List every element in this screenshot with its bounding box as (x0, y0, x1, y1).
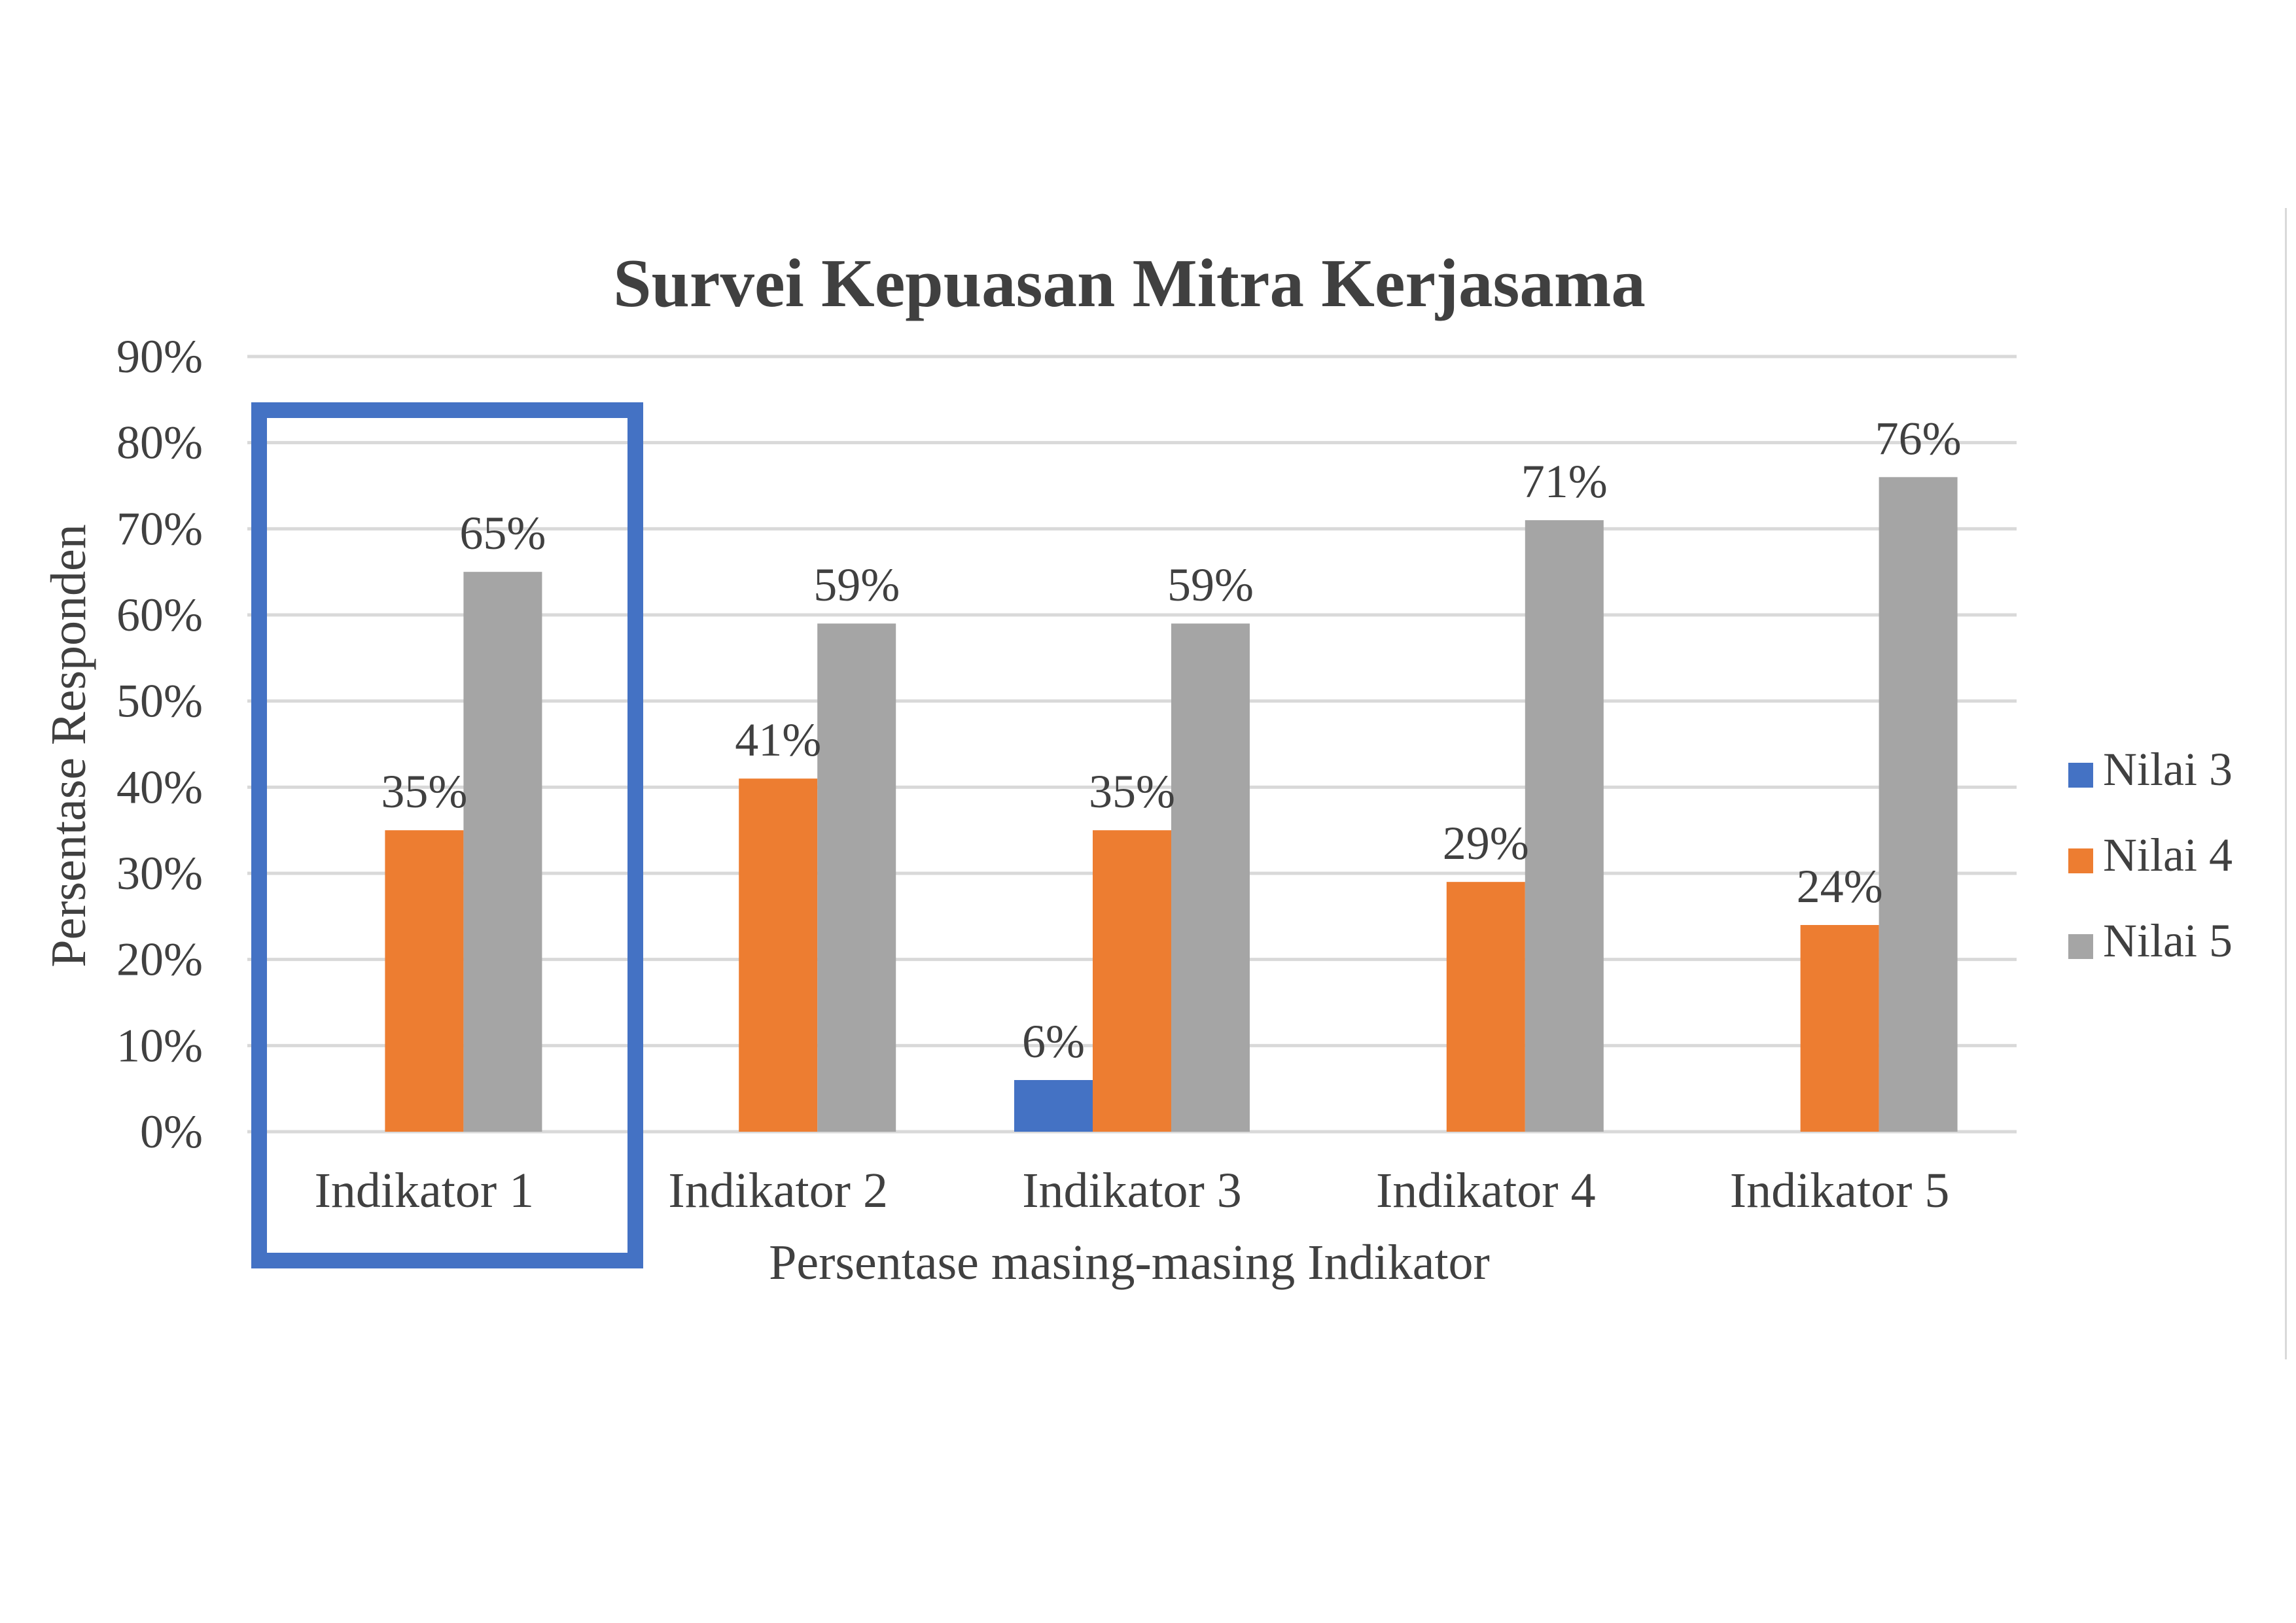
y-tick-label: 80% (116, 417, 203, 469)
bar (463, 572, 542, 1132)
data-labels: 35% 65% 41% 59% 6% 35% 59% 29% 71% 24% 76% (381, 412, 1961, 1068)
data-label: 29% (1443, 817, 1529, 869)
data-label: 59% (813, 559, 900, 611)
data-label: 24% (1797, 860, 1883, 913)
x-tick-label: Indikator 3 (1022, 1163, 1242, 1218)
bar (1525, 520, 1604, 1132)
data-label: 35% (381, 765, 467, 818)
legend-label: Nilai 3 (2103, 743, 2233, 795)
bar (1879, 477, 1958, 1132)
bar (385, 830, 464, 1132)
y-tick-label: 90% (116, 330, 203, 383)
y-tick-label: 40% (116, 761, 203, 813)
legend-swatch (2068, 763, 2093, 788)
bars (385, 477, 1958, 1132)
y-tick-label: 30% (116, 847, 203, 899)
highlight-rectangle (251, 402, 643, 1268)
data-label: 76% (1875, 412, 1962, 464)
data-label: 41% (735, 714, 821, 766)
y-axis-title: Persentase Responden (41, 524, 96, 968)
y-tick-label: 10% (116, 1019, 203, 1072)
bar (1171, 623, 1250, 1132)
data-label: 35% (1089, 765, 1175, 818)
legend: Nilai 3 Nilai 4 Nilai 5 (2068, 743, 2233, 967)
data-label: 59% (1167, 559, 1254, 611)
legend-swatch (2068, 848, 2093, 873)
panel-edge-divider (2285, 208, 2287, 1359)
y-tick-label: 60% (116, 589, 203, 641)
y-tick-label: 50% (116, 675, 203, 727)
x-tick-label: Indikator 5 (1730, 1163, 1950, 1218)
data-label: 71% (1521, 455, 1608, 508)
y-tick-label: 20% (116, 934, 203, 986)
bar (1446, 882, 1525, 1132)
x-tick-label: Indikator 4 (1376, 1163, 1596, 1218)
bar (1014, 1080, 1093, 1132)
bar (1800, 925, 1879, 1132)
highlight-box (251, 402, 643, 1268)
x-axis-title: Persentase masing-masing Indikator (769, 1235, 1490, 1290)
bar (739, 778, 818, 1132)
y-tick-label: 0% (140, 1106, 203, 1158)
legend-swatch (2068, 934, 2093, 959)
data-label: 65% (459, 507, 546, 559)
bar (817, 623, 896, 1132)
legend-label: Nilai 5 (2103, 915, 2233, 967)
data-label: 6% (1022, 1015, 1085, 1068)
legend-label: Nilai 4 (2103, 829, 2233, 881)
y-tick-label: 70% (116, 502, 203, 555)
chart-title: Survei Kepuasan Mitra Kerjasama (613, 245, 1646, 321)
bar (1093, 830, 1171, 1132)
axes: 0% 10% 20% 30% 40% 50% 60% 70% 80% 90% Indikator 1… (116, 330, 1949, 1218)
x-tick-label: Indikator 2 (668, 1163, 888, 1218)
gridlines (247, 355, 2017, 1134)
x-tick-label: Indikator 1 (315, 1163, 535, 1218)
